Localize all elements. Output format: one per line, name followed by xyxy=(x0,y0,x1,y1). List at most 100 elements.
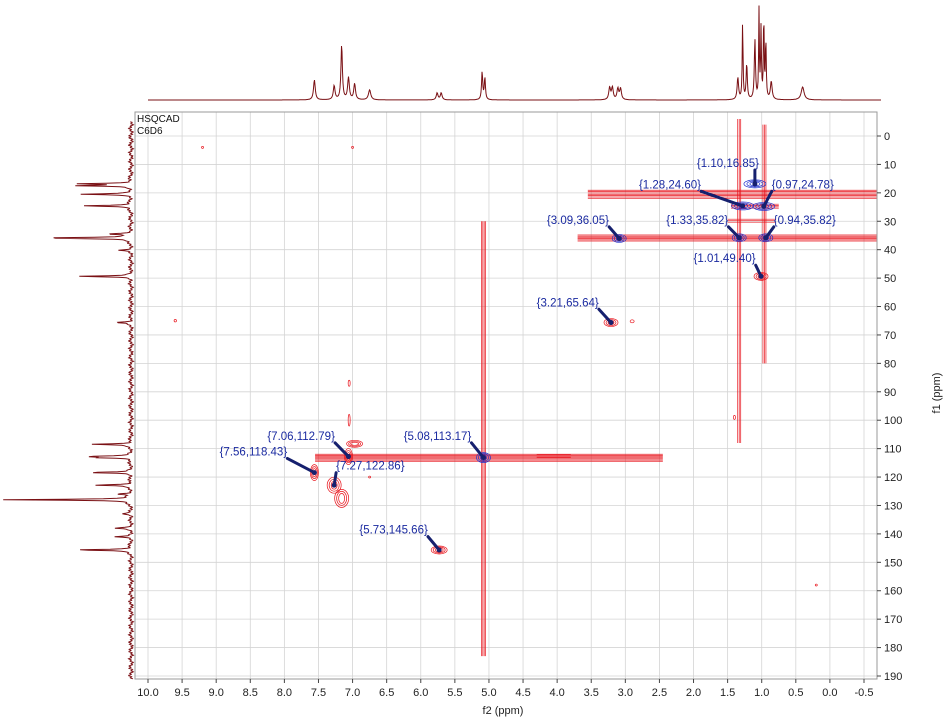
y-tick-label: 20 xyxy=(884,188,896,200)
x-tick-label: 5.0 xyxy=(481,687,496,699)
peak-marker xyxy=(763,235,769,241)
solvent-label: C6D6 xyxy=(137,126,163,137)
y-tick-label: 0 xyxy=(884,131,890,143)
x-tick-label: 6.5 xyxy=(379,687,394,699)
peak-arrow xyxy=(426,535,441,552)
peak-label: {1.10,16.85} xyxy=(697,158,759,170)
peak-label: {5.73,145.66} xyxy=(359,525,428,537)
contour-peak xyxy=(336,491,348,506)
contour-peak xyxy=(345,450,352,463)
plot-frame xyxy=(134,111,878,680)
contour-peak xyxy=(760,234,772,242)
contour-peak xyxy=(605,319,617,326)
contour-peak xyxy=(734,202,751,210)
x-tick-label: 6.0 xyxy=(413,687,428,699)
x-tick-label: 1.0 xyxy=(754,687,769,699)
contour-peak xyxy=(731,201,754,211)
contour-peak xyxy=(346,439,363,448)
contour-peak xyxy=(611,234,627,243)
contour-peak xyxy=(731,233,747,243)
contour-peak xyxy=(752,202,776,211)
peak-marker xyxy=(608,320,614,326)
contour-peak xyxy=(432,546,446,554)
x-tick-label: 4.5 xyxy=(515,687,530,699)
contour-artifact xyxy=(201,146,204,149)
y-tick-label: 80 xyxy=(884,358,896,370)
y-tick-label: 10 xyxy=(884,159,896,171)
axes-layer: 10.0 9.5 9.0 8.5 8.0 7.5 7.0 6.5 6.0 5.5 5.0 4.5 4.0… xyxy=(137,131,902,699)
peak-label: {3.21,65.64} xyxy=(537,297,599,309)
peak-label: {0.94,35.82} xyxy=(774,215,836,227)
contour-peak xyxy=(310,464,319,481)
peak-label: {5.08,113.17} xyxy=(404,431,472,443)
y-tick-label: 190 xyxy=(884,671,902,683)
x-tick-label: 10.0 xyxy=(137,687,158,699)
x-tick-label: 7.0 xyxy=(345,687,360,699)
x-tick-label: 2.0 xyxy=(686,687,701,699)
x-tick-label: 3.5 xyxy=(584,687,599,699)
peak-arrow xyxy=(469,441,485,460)
contour-peak xyxy=(348,440,361,447)
x-tick-label: 0.5 xyxy=(788,687,803,699)
peak-label: {7.06,112.79} xyxy=(267,431,335,443)
y-tick-label: 120 xyxy=(884,472,902,484)
peak-marker xyxy=(740,203,746,209)
contour-artifact xyxy=(629,319,635,324)
peak-arrow xyxy=(762,189,774,208)
y-tick-label: 30 xyxy=(884,216,896,228)
x-tick-label: 1.5 xyxy=(720,687,735,699)
peak-marker xyxy=(345,454,351,460)
carbon-projection-trace xyxy=(3,121,135,680)
y-tick-label: 170 xyxy=(884,614,902,626)
grid-lines xyxy=(135,112,877,679)
peak-label: {1.28,24.60} xyxy=(639,179,701,191)
contour-peak xyxy=(480,454,487,461)
peak-label: {7.27,122.86} xyxy=(336,461,405,473)
peak-marker xyxy=(480,455,486,461)
y-tick-label: 100 xyxy=(884,415,902,427)
peak-arrow xyxy=(726,225,741,240)
x-tick-label: 7.5 xyxy=(311,687,326,699)
y-tick-label: 160 xyxy=(884,586,902,598)
contour-peak xyxy=(478,453,489,462)
x-tick-label: 2.5 xyxy=(652,687,667,699)
x-tick-label: -0.5 xyxy=(855,687,874,699)
x-tick-label: 3.0 xyxy=(618,687,633,699)
contour-peak xyxy=(476,452,491,463)
y-tick-label: 90 xyxy=(884,387,896,399)
contour-peak xyxy=(344,448,353,465)
contour-artifact xyxy=(814,583,818,587)
y-tick-label: 60 xyxy=(884,302,896,314)
experiment-label: HSQCAD xyxy=(137,114,180,125)
y-tick-label: 50 xyxy=(884,273,896,285)
peak-annotations: {1.10,16.85} {1.28,24.60} {0.97,24.78} {3.0… xyxy=(220,158,836,553)
x-tick-label: 8.0 xyxy=(277,687,292,699)
contour-peak xyxy=(758,233,774,243)
peak-label: {1.01,49.40} xyxy=(694,253,756,265)
peak-marker xyxy=(331,482,337,488)
peak-arrow xyxy=(699,189,745,208)
x-tick-label: 4.0 xyxy=(549,687,564,699)
contour-peak xyxy=(603,318,619,327)
contour-peak xyxy=(334,489,350,508)
x-tick-label: 9.5 xyxy=(174,687,189,699)
contour-peak xyxy=(733,234,745,242)
contour-peak xyxy=(430,545,448,555)
contour-peak xyxy=(350,441,359,446)
peak-marker xyxy=(616,235,622,241)
peak-marker xyxy=(436,547,442,553)
peak-marker xyxy=(311,470,317,476)
contour-peak xyxy=(338,493,346,504)
y-tick-label: 110 xyxy=(884,444,902,456)
peak-arrow xyxy=(607,225,621,240)
contour-artifact xyxy=(347,413,351,427)
x-tick-label: 9.0 xyxy=(209,687,224,699)
peak-label: {1.33,35.82} xyxy=(666,215,728,227)
x-tick-label: 8.5 xyxy=(243,687,258,699)
peak-marker xyxy=(736,235,742,241)
contour-artifact xyxy=(733,415,736,420)
peak-arrow xyxy=(597,307,613,325)
contour-artifact xyxy=(347,379,351,387)
